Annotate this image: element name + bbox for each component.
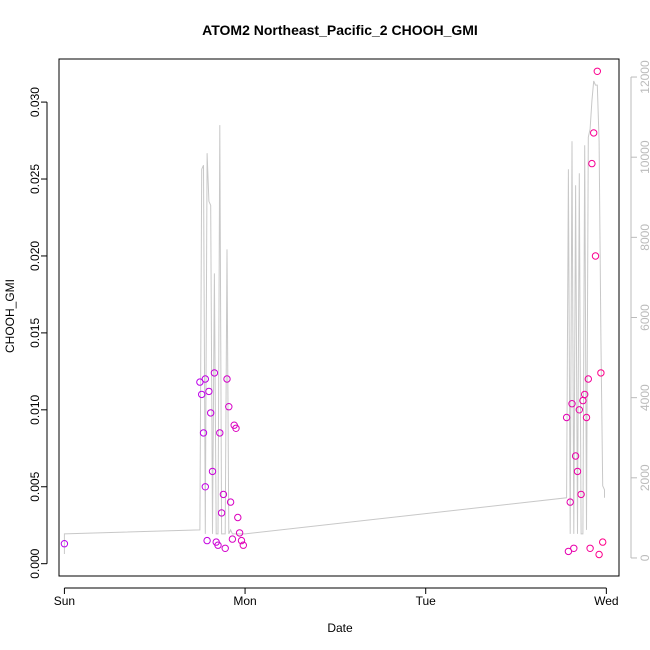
data-point [234,513,242,522]
y2-tick-label: 10000 [638,140,650,174]
data-point [228,535,237,543]
data-point [595,550,603,559]
data-point [566,498,574,506]
y-tick-label: 0.015 [28,318,42,348]
data-point [205,387,213,396]
points-layer [60,67,607,559]
y-tick-label: 0.020 [28,241,42,271]
data-point [568,400,576,408]
x-tick-label: Mon [233,594,256,608]
data-point [203,536,211,545]
data-point [216,429,224,437]
data-point [597,369,605,377]
y2-tick-label: 8000 [638,224,650,251]
x-tick-label: Wed [594,594,618,608]
chart-title: ATOM2 Northeast_Pacific_2 CHOOH_GMI [202,22,478,38]
data-point [223,375,231,383]
x-tick-label: Sun [54,594,75,608]
data-point [590,129,598,137]
y-tick-label: 0.010 [28,394,42,424]
data-point [591,252,600,260]
data-point [219,490,228,499]
y2-tick-label: 0 [638,554,650,561]
altitude-line [63,80,605,554]
data-point [239,541,248,549]
y2-tick-label: 2000 [638,464,650,491]
data-point [586,544,594,552]
y-tick-label: 0.025 [28,164,42,194]
data-point [237,536,246,545]
data-point [207,409,215,417]
data-point [201,375,210,383]
x-axis: Sun Mon Tue Wed [54,587,619,608]
data-point [573,467,582,476]
data-point [196,378,204,386]
data-point [577,490,585,499]
data-point [210,369,219,377]
y-axis-left: 0.000 0.005 0.010 0.015 0.020 0.025 0.030 [28,87,48,579]
data-point [201,483,210,491]
y2-tick-label: 4000 [638,384,650,411]
data-point [199,429,208,437]
data-point [221,544,229,552]
data-point [588,159,596,168]
y2-tick-label: 6000 [638,304,650,331]
data-point [599,538,607,546]
plot-box [58,58,620,577]
y-axis-label: CHOOH_GMI [3,279,17,353]
data-point [570,544,578,552]
data-point [214,541,222,549]
data-point [235,529,244,537]
y-axis-right: 0 2000 4000 6000 8000 10000 12000 [630,60,650,561]
data-point [217,509,226,517]
altitude-line-layer [63,80,605,554]
data-point [584,375,592,383]
data-point [232,424,240,432]
x-tick-label: Tue [416,594,437,608]
y-tick-label: 0.005 [28,471,42,501]
x-axis-label: Date [327,621,353,635]
data-point [582,413,591,422]
data-point [581,390,589,399]
data-point [198,390,206,399]
y-tick-label: 0.000 [28,548,42,578]
y2-tick-label: 12000 [638,60,650,94]
data-point [564,547,573,556]
data-point [225,403,233,411]
data-point [208,467,217,476]
data-point [571,452,580,460]
data-point [593,67,601,76]
data-point [562,413,571,422]
data-point [575,406,583,414]
data-point [226,498,235,506]
data-point [60,540,69,548]
y-tick-label: 0.030 [28,87,42,117]
